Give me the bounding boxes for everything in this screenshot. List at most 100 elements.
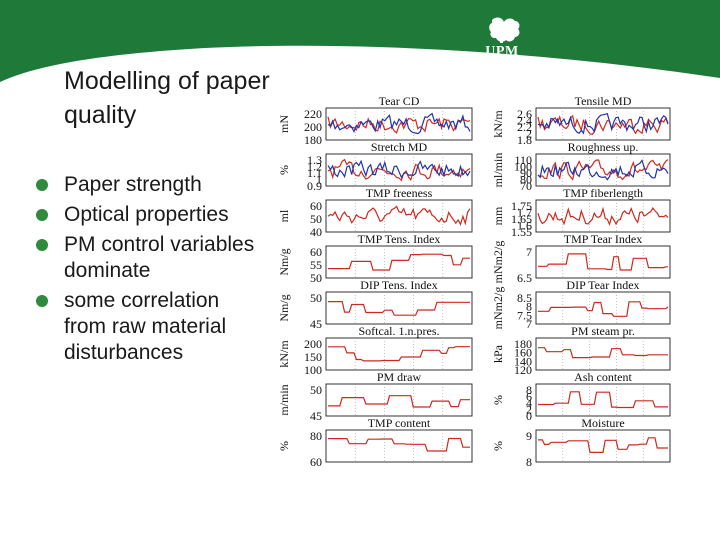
tick-label: 2 [526, 403, 532, 417]
header-wave [0, 0, 720, 82]
tick-label: 150 [304, 350, 322, 364]
tick-label: 9 [526, 429, 532, 443]
tick-label: 0 [526, 409, 532, 423]
tick-label: 1.65 [511, 212, 532, 226]
tick-label: 6.5 [517, 271, 532, 285]
tick-label: 2.4 [517, 114, 532, 128]
panel-frame [535, 245, 671, 279]
tick-label: 1 [316, 173, 322, 187]
tick-label: 4 [526, 396, 532, 410]
panel-title: Stretch MD [371, 140, 428, 154]
bullet-dot-icon [36, 295, 48, 307]
tick-label: 160 [514, 346, 532, 360]
tick-label: 8.5 [517, 291, 532, 305]
trend-trace [537, 159, 669, 181]
tick-label: 6 [526, 390, 532, 404]
bullet-dot-icon [36, 209, 48, 221]
panel-frame [325, 245, 473, 279]
bullet-text: PM control variables dominate [64, 233, 255, 282]
tick-label: 1.2 [307, 160, 322, 174]
tick-label: 2.6 [517, 107, 532, 121]
panel-title: Tear CD [379, 94, 420, 108]
panel-title: PM steam pr. [571, 324, 635, 338]
tick-label: 200 [304, 337, 322, 351]
unit-label: mN [277, 115, 291, 133]
panel-title: TMP content [368, 416, 431, 430]
tick-label: 7.5 [517, 308, 532, 322]
tick-label: 7 [526, 245, 532, 259]
tick-label: 60 [310, 455, 322, 469]
tick-label: 90 [520, 166, 532, 180]
upm-logo-text: UPM [485, 44, 519, 59]
trend-trace [538, 347, 668, 359]
tick-label: 1.8 [517, 133, 532, 147]
unit-label: kN/m [491, 110, 505, 138]
panel-frame [535, 383, 671, 417]
tick-label: 60 [310, 245, 322, 259]
tick-label: 50 [310, 383, 322, 397]
trend-trace [537, 112, 669, 135]
trend-trace [328, 253, 470, 271]
tick-label: 110 [514, 153, 532, 167]
tick-label: 2 [526, 127, 532, 141]
tick-label: 45 [310, 317, 322, 331]
bullet-text: some correlation from raw material distu… [64, 289, 227, 364]
tick-label: 80 [310, 429, 322, 443]
slide-title: Modelling of paper quality [64, 67, 270, 129]
unit-label: % [277, 441, 291, 451]
panel-title: TMP freeness [366, 186, 433, 200]
tick-label: 1.55 [511, 225, 532, 239]
trend-trace [537, 114, 669, 136]
panel-title: TMP Tear Index [564, 232, 642, 246]
panel-title: PM draw [377, 370, 422, 384]
panel-frame [535, 199, 671, 233]
unit-label: Nm/g [277, 294, 291, 321]
trend-trace [327, 205, 471, 226]
tick-label: 60 [310, 199, 322, 213]
tick-label: 55 [310, 258, 322, 272]
unit-label: mm [491, 206, 505, 225]
panel-title: DIP Tens. Index [360, 278, 437, 292]
panel-frame [325, 337, 473, 371]
upm-logo-icon [489, 17, 520, 43]
panel-title: Softcal. 1.n.pres. [359, 324, 440, 338]
unit-label: % [491, 441, 505, 451]
unit-label: % [277, 165, 291, 175]
bullet-text: Paper strength [64, 173, 202, 196]
trend-trace [538, 253, 668, 271]
tick-label: 0.9 [307, 179, 322, 193]
trend-trace [538, 301, 669, 317]
tick-label: 50 [310, 212, 322, 226]
panel-title: Tensile MD [575, 94, 632, 108]
panel-frame [325, 291, 473, 325]
trend-trace [328, 346, 470, 362]
trend-trace [327, 158, 471, 182]
tick-label: 140 [514, 354, 532, 368]
unit-label: kN/m [277, 340, 291, 368]
tick-label: 1.75 [511, 199, 532, 213]
trend-trace [328, 437, 470, 452]
panel-title: DIP Tear Index [566, 278, 639, 292]
trend-trace [328, 301, 470, 316]
tick-label: 180 [514, 337, 532, 351]
tick-label: 200 [304, 120, 322, 134]
bullet-text: Optical properties [64, 203, 229, 226]
unit-label: % [491, 395, 505, 405]
tick-label: 120 [514, 363, 532, 377]
unit-label: ml [277, 209, 291, 222]
trend-trace [537, 159, 669, 181]
trend-trace [327, 112, 471, 135]
panel-title: Roughness up. [568, 140, 639, 154]
bullet-dot-icon [36, 239, 48, 251]
tick-label: 50 [310, 271, 322, 285]
panel-frame [535, 337, 671, 371]
tick-label: 70 [520, 179, 532, 193]
tick-label: 1.3 [307, 153, 322, 167]
trend-trace [538, 437, 668, 453]
bullet-item: Optical properties [36, 202, 266, 228]
trend-trace [537, 206, 669, 226]
tick-label: 8 [526, 300, 532, 314]
